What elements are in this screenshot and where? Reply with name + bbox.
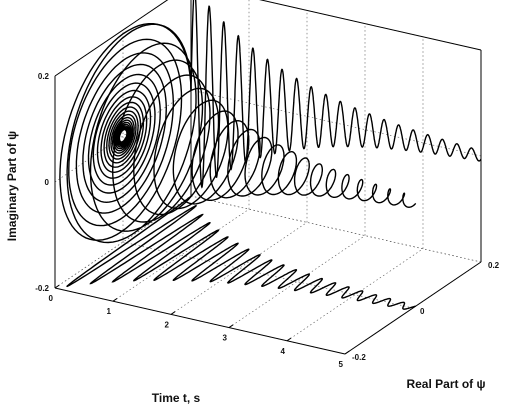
main-3d-curve bbox=[66, 23, 417, 244]
time-tick-mark bbox=[170, 311, 176, 315]
time-tick-label: 1 bbox=[107, 307, 112, 316]
floor-grid-time bbox=[286, 248, 424, 342]
imag-axis-label: Imaginary Part of ψ bbox=[5, 131, 19, 241]
back-grid-imag bbox=[190, 89, 482, 157]
back-grid-imag bbox=[259, 0, 482, 51]
time-axis-label: Time t, s bbox=[152, 391, 201, 405]
time-tick-mark bbox=[228, 324, 234, 329]
floor-grid-time bbox=[170, 222, 308, 315]
imag-tick-label: -0.2 bbox=[35, 284, 49, 293]
floor-grid-real bbox=[122, 241, 414, 309]
time-tick-label: 3 bbox=[223, 334, 228, 343]
box-edge bbox=[259, 0, 482, 51]
real-axis-label: Real Part of ψ bbox=[406, 377, 485, 391]
floor-grid-time bbox=[228, 235, 366, 328]
time-tick-label: 4 bbox=[281, 347, 286, 356]
back-grid-imag bbox=[190, 195, 482, 263]
time-tick-mark bbox=[54, 284, 60, 289]
real-tick-label: 0.2 bbox=[488, 261, 500, 270]
box-edge bbox=[54, 0, 169, 77]
box-edge bbox=[344, 261, 482, 355]
real-tick-label: 0 bbox=[420, 307, 425, 316]
time-tick-mark bbox=[286, 337, 292, 342]
time-tick-label: 2 bbox=[165, 320, 170, 329]
projection-back-curve bbox=[190, 0, 482, 189]
time-tick-label: 5 bbox=[339, 360, 344, 369]
real-tick-label: -0.2 bbox=[352, 353, 366, 362]
time-tick-mark bbox=[344, 350, 350, 355]
time-tick-label: 0 bbox=[49, 294, 54, 303]
side-grid-imag bbox=[54, 89, 192, 183]
projection-floor-curve bbox=[66, 195, 416, 310]
imag-tick-label: 0.2 bbox=[38, 72, 50, 81]
curves bbox=[59, 0, 482, 310]
projection-side-curve bbox=[59, 23, 192, 241]
time-tick-mark bbox=[112, 297, 118, 302]
imag-tick-label: 0 bbox=[45, 178, 50, 187]
floor-grid-time bbox=[112, 208, 250, 302]
box-edge bbox=[54, 287, 346, 355]
